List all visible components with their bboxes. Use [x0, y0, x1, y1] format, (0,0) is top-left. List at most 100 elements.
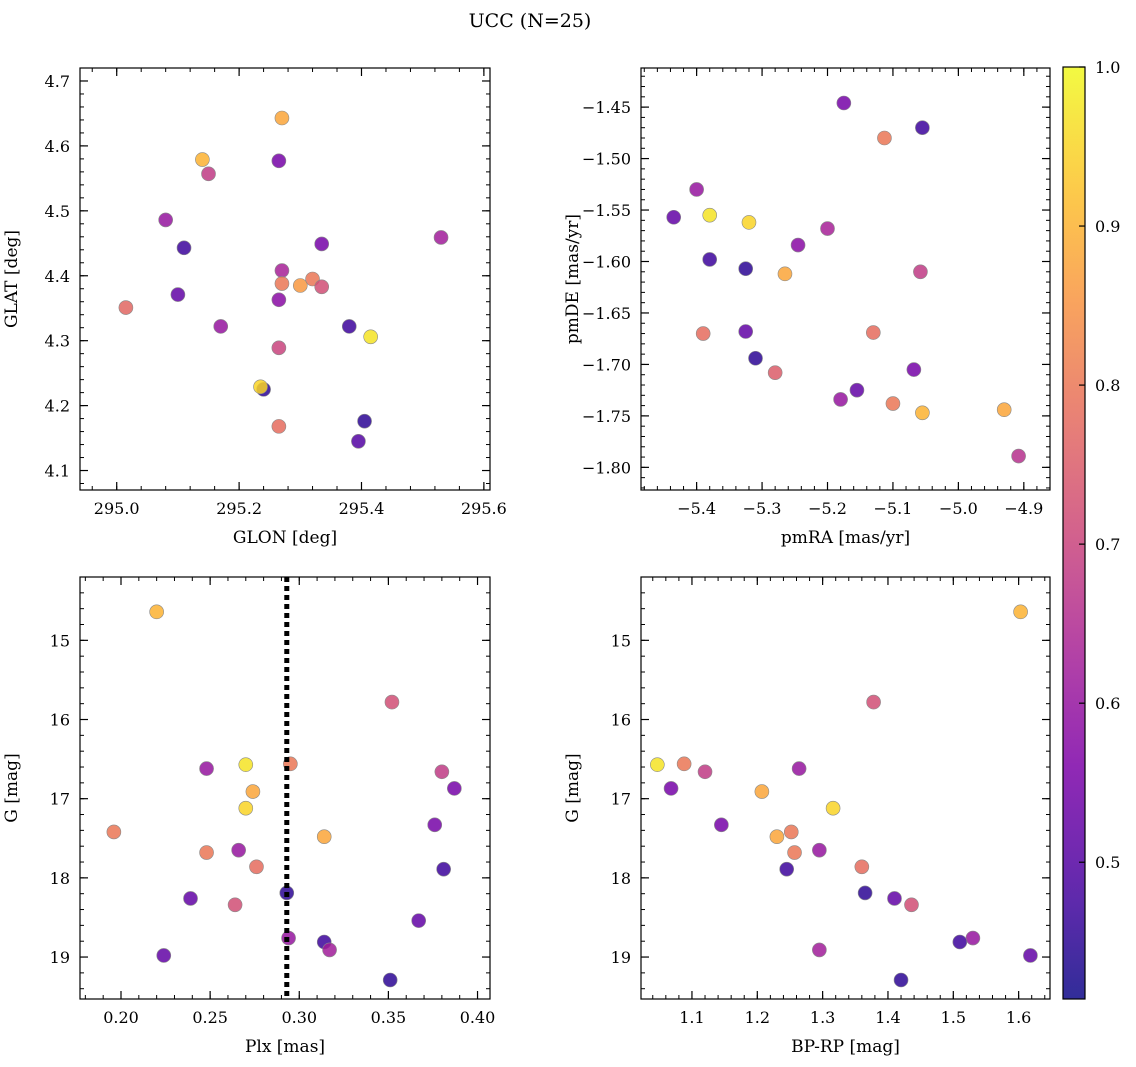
data-point: [149, 604, 164, 620]
data-point: [199, 845, 214, 860]
y-tick-label: −1.60: [582, 253, 631, 272]
data-point: [199, 761, 214, 776]
data-point: [176, 240, 192, 256]
x-tick-label: −5.3: [743, 499, 782, 518]
data-point: [249, 859, 264, 875]
data-point: [820, 221, 835, 236]
data-point: [411, 913, 426, 928]
data-point: [274, 263, 290, 278]
data-point: [791, 761, 807, 776]
x-tick-label: −5.1: [874, 499, 913, 518]
data-point: [767, 365, 783, 380]
scatter-points: [106, 604, 462, 988]
data-point: [787, 845, 802, 860]
scatter-points: [666, 95, 1026, 464]
colorbar-tick-label: 0.8: [1095, 376, 1120, 395]
data-point: [812, 842, 827, 858]
y-tick-label: 15: [611, 631, 631, 650]
data-point: [271, 292, 287, 308]
x-axis-label: Plx [mas]: [245, 1037, 325, 1057]
data-point: [650, 757, 665, 772]
data-point: [714, 817, 729, 833]
data-point: [292, 278, 308, 293]
data-point: [825, 800, 841, 816]
data-point: [836, 95, 852, 111]
data-point: [351, 434, 366, 449]
x-tick-label: 1.3: [810, 1008, 835, 1027]
data-point: [271, 340, 287, 356]
data-point: [245, 784, 261, 799]
y-tick-label: 4.1: [45, 462, 70, 481]
y-tick-label: −1.65: [582, 304, 631, 323]
data-point: [887, 891, 902, 906]
minor-ticks: [641, 68, 1050, 490]
data-point: [663, 781, 679, 796]
x-tick-label: −5.0: [939, 499, 978, 518]
data-point: [857, 885, 873, 901]
scatter-points: [118, 110, 449, 449]
data-point: [1011, 448, 1026, 464]
data-point: [195, 152, 210, 167]
data-point: [158, 212, 173, 228]
y-axis-label: pmDE [mas/yr]: [563, 214, 583, 344]
panel-parallax: 0.20 0.25 0.30 0.35 0.40 15 16 17 18 19 Plx [mas] G…: [2, 576, 495, 1057]
y-tick-label: 4.4: [45, 267, 70, 286]
y-tick-label: 4.7: [45, 72, 70, 91]
data-point: [738, 324, 754, 339]
colorbar-gradient: [1062, 66, 1086, 1000]
data-point: [748, 350, 763, 366]
data-point: [314, 236, 330, 252]
data-point: [769, 829, 785, 844]
y-tick-label: −1.80: [582, 458, 631, 477]
minor-ticks: [641, 576, 1050, 999]
x-tick-label: 295.6: [461, 499, 507, 518]
y-tick-label: −1.70: [582, 355, 631, 374]
y-tick-label: 15: [50, 631, 70, 650]
data-point: [754, 784, 770, 799]
x-tick-label: 1.1: [679, 1008, 704, 1027]
data-point: [866, 325, 881, 340]
data-point: [913, 264, 928, 280]
x-tick-label: 295.2: [216, 499, 262, 518]
y-tick-label: 17: [611, 790, 631, 809]
data-point: [213, 319, 229, 334]
data-point: [952, 934, 968, 950]
data-point: [877, 130, 892, 146]
data-point: [274, 276, 290, 291]
data-point: [695, 326, 711, 341]
data-point: [777, 266, 793, 282]
x-tick-label: 0.25: [192, 1008, 228, 1027]
data-point: [314, 279, 330, 295]
data-point: [904, 897, 919, 913]
data-point: [906, 362, 922, 377]
data-point: [363, 329, 378, 345]
data-point: [434, 764, 450, 780]
data-point: [738, 261, 754, 277]
y-tick-label: 19: [50, 948, 70, 967]
data-point: [341, 319, 357, 334]
x-tick-label: 1.5: [941, 1008, 966, 1027]
x-axis-label: BP-RP [mag]: [791, 1037, 900, 1057]
data-point: [1023, 948, 1038, 963]
y-tick-label: −1.55: [582, 201, 631, 220]
data-point: [436, 861, 451, 877]
data-point: [702, 207, 718, 223]
y-tick-label: 16: [611, 711, 631, 730]
y-axis-label: GLAT [deg]: [2, 230, 22, 328]
x-axis-label: GLON [deg]: [233, 528, 337, 548]
data-point: [227, 897, 243, 913]
axes-frame: [640, 67, 1051, 491]
data-point: [447, 781, 462, 796]
figure-title: UCC (N=25): [469, 10, 592, 32]
data-point: [238, 800, 254, 816]
data-point: [253, 379, 268, 395]
colorbar: 0.5 0.6 0.7 0.8 0.9 1.0: [1062, 58, 1120, 1000]
data-point: [274, 110, 290, 126]
scatter-points: [650, 604, 1038, 988]
x-tick-label: −5.4: [677, 499, 716, 518]
y-tick-label: 4.6: [45, 137, 70, 156]
data-point: [854, 859, 870, 875]
data-point: [231, 842, 246, 858]
x-tick-label: 295.0: [94, 499, 140, 518]
